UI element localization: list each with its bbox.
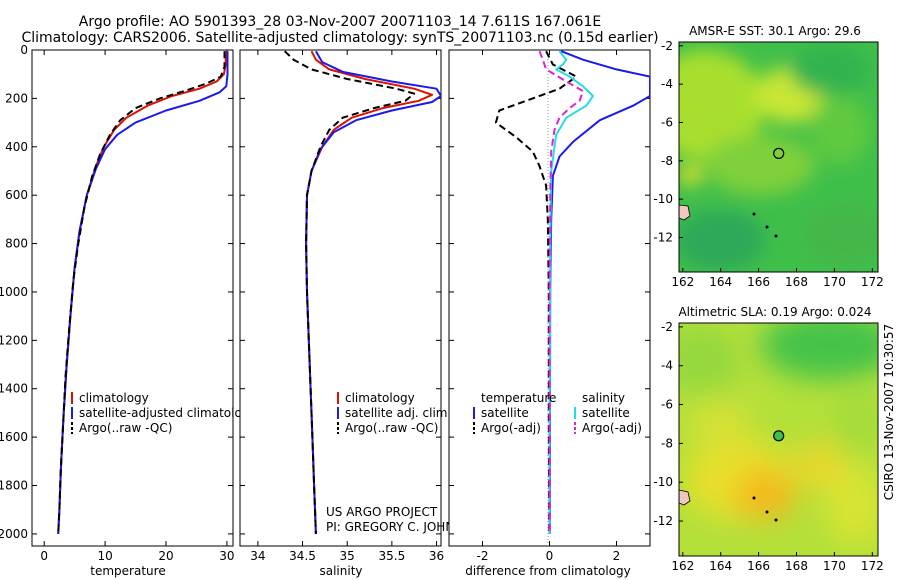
temperature-lines [57, 51, 229, 534]
sla-map-ticks: 162 164 166 168 170 172 -12 -10 -8 -6 -4 -2 [653, 320, 883, 573]
legend-label-climatology: climatology [345, 391, 415, 405]
temperature-ticks: 0 10 20 30 0 200 400 600 800 1000 1200 1400 1600 1800… [0, 43, 235, 563]
legend-heading-temperature: temperature [481, 391, 556, 405]
y-tick-label: -4 [661, 77, 673, 91]
temperature-legend: climatology satellite-adjusted climatolo… [71, 391, 257, 435]
x-tick-label: 170 [823, 559, 846, 573]
y-tick-label: -4 [661, 359, 673, 373]
legend-label-sal-satellite: satellite [582, 406, 630, 420]
y-tick-label: 2000 [0, 527, 28, 541]
legend-label-temp-satellite: satellite [481, 406, 529, 420]
y-tick-label: 1400 [0, 382, 28, 396]
x-tick-label: 2 [613, 549, 621, 563]
legend-heading-salinity: salinity [582, 391, 625, 405]
salinity-xlabel: salinity [319, 564, 362, 578]
sst-field [679, 42, 878, 272]
x-tick-label: 35 [340, 549, 355, 563]
x-tick-label: 172 [861, 559, 884, 573]
temperature-xlabel: temperature [90, 564, 165, 578]
series-line-salinity-satellite [548, 50, 594, 534]
y-tick-label: -8 [661, 436, 673, 450]
sst-profile-marker [773, 147, 785, 159]
y-tick-label: -12 [653, 231, 673, 245]
x-tick-label: 30 [219, 549, 234, 563]
x-tick-label: 10 [97, 549, 112, 563]
series-line-salinity-argo-adj [538, 50, 584, 534]
salinity-ticks: 34 34.5 35 35.5 36 [240, 49, 444, 563]
x-tick-label: 168 [785, 559, 808, 573]
temperature-axes-frame [31, 49, 234, 547]
x-tick-label: 162 [671, 275, 694, 289]
y-tick-label: 800 [5, 237, 28, 251]
legend-label-satellite-adj: satellite adj. clim. [345, 406, 451, 420]
series-line-satellite-adjusted-climatology [57, 51, 229, 534]
x-tick-label: -2 [477, 549, 489, 563]
y-tick-label: 1200 [0, 333, 28, 347]
sla-map-frame [678, 322, 879, 557]
legend-label-argo: Argo(..raw -QC) [79, 421, 172, 435]
legend-label-sal-argo: Argo(-adj) [582, 421, 642, 435]
difference-panel: -2 0 2 difference from climatology tempera… [448, 49, 651, 578]
difference-xlabel: difference from climatology [465, 564, 631, 578]
csiro-timestamp: CSIRO 13-Nov-2007 10:30:57 [882, 324, 896, 500]
y-tick-label: -8 [661, 154, 673, 168]
sla-map-panel: Altimetric SLA: 0.19 Argo: 0.024 162 164 1… [653, 305, 883, 573]
x-tick-label: 168 [785, 275, 808, 289]
x-tick-label: 36 [429, 549, 444, 563]
salinity-lines [284, 50, 441, 534]
series-line-argo-raw-qc [284, 50, 416, 534]
y-tick-label: -10 [653, 475, 673, 489]
salinity-legend: climatology satellite adj. clim. Argo(..… [337, 391, 451, 435]
x-tick-label: 164 [709, 275, 732, 289]
x-tick-label: 172 [861, 275, 884, 289]
x-tick-label: 0 [40, 549, 48, 563]
temperature-panel: 0 10 20 30 0 200 400 600 800 1000 1200 1400 1600 1800… [0, 43, 257, 578]
y-tick-label: -10 [653, 192, 673, 206]
y-tick-label: -12 [653, 514, 673, 528]
x-tick-label: 162 [671, 559, 694, 573]
salinity-panel: 34 34.5 35 35.5 36 salinity climatology sate… [239, 49, 480, 578]
y-tick-label: 200 [5, 91, 28, 105]
x-tick-label: 35.5 [379, 549, 406, 563]
legend-label-climatology: climatology [79, 391, 149, 405]
x-tick-label: 170 [823, 275, 846, 289]
difference-legend: temperature satellite Argo(-adj) salinit… [473, 391, 642, 435]
pi-credit: PI: GREGORY C. JOHNSON [326, 520, 480, 534]
sla-profile-marker [773, 430, 785, 442]
legend-label-satellite-adjusted: satellite-adjusted climatology [79, 406, 257, 420]
x-tick-label: 164 [709, 559, 732, 573]
sst-map-ticks: 162 164 166 168 170 172 -12 -10 -8 -6 -4 -2 [653, 39, 883, 289]
x-tick-label: 0 [546, 549, 554, 563]
figure-title-line-2: Climatology: CARS2006. Satellite-adjuste… [21, 30, 659, 46]
x-tick-label: 166 [747, 559, 770, 573]
y-tick-label: -6 [661, 398, 673, 412]
legend-label-argo: Argo(..raw -QC) [345, 421, 438, 435]
y-tick-label: 400 [5, 140, 28, 154]
legend-label-temp-argo: Argo(-adj) [481, 421, 541, 435]
y-tick-label: 0 [20, 43, 28, 57]
difference-lines [494, 50, 650, 534]
y-tick-label: -6 [661, 116, 673, 130]
y-tick-label: 1600 [0, 430, 28, 444]
series-line-temperature-argo-adj [494, 50, 578, 534]
y-tick-label: 1800 [0, 479, 28, 493]
sst-map-panel: AMSR-E SST: 30.1 Argo: 29.6 162 164 166 168… [653, 24, 883, 289]
series-line-argo-raw-qc [57, 51, 226, 534]
y-tick-label: -2 [661, 39, 673, 53]
sst-map-frame [678, 41, 879, 273]
x-tick-label: 34 [250, 549, 265, 563]
x-tick-label: 34.5 [289, 549, 316, 563]
y-tick-label: 600 [5, 188, 28, 202]
project-credit: US ARGO PROJECT [326, 505, 438, 519]
x-tick-label: 20 [158, 549, 173, 563]
sla-map-title: Altimetric SLA: 0.19 Argo: 0.024 [678, 305, 871, 319]
y-tick-label: -2 [661, 320, 673, 334]
salinity-axes-frame [239, 49, 442, 547]
y-tick-label: 1000 [0, 285, 28, 299]
sst-map-title: AMSR-E SST: 30.1 Argo: 29.6 [689, 24, 861, 38]
x-tick-label: 166 [747, 275, 770, 289]
figure-title-line-1: Argo profile: AO 5901393_28 03-Nov-2007 … [78, 14, 602, 30]
